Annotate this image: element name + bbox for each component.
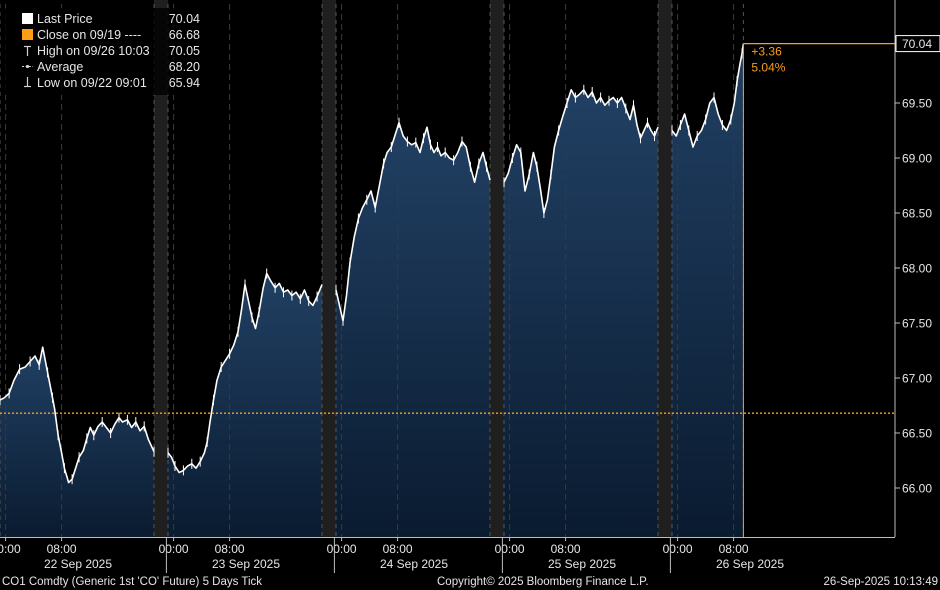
price-area-session (504, 89, 658, 538)
price-line-session (0, 346, 155, 484)
price-area-session (168, 273, 322, 537)
legend-value: 70.04 (168, 12, 200, 26)
off-hours-shade (154, 0, 168, 537)
x-day-label: 23 Sep 2025 (212, 557, 280, 571)
x-day-label: 24 Sep 2025 (380, 557, 448, 571)
x-tick-label: 00:00 (159, 542, 189, 556)
x-tick-label: 08:00 (47, 542, 77, 556)
y-tick-label: 66.50 (902, 427, 932, 441)
off-hours-shade (658, 0, 672, 537)
x-tick-label: 08:00 (383, 542, 413, 556)
legend-label: Low on 09/22 09:01 (37, 76, 147, 90)
legend-value: 68.20 (168, 60, 200, 74)
x-day-label: 22 Sep 2025 (44, 557, 112, 571)
y-tick-label: 69.50 (902, 97, 932, 111)
price-change-value: +3.36 (751, 45, 782, 59)
y-tick-label: 70.04 (902, 37, 932, 51)
footer-copyright: Copyright© 2025 Bloomberg Finance L.P. (437, 576, 649, 588)
price-area-session (0, 347, 154, 537)
filled-square-icon (22, 29, 33, 40)
footer-timestamp: 26-Sep-2025 10:13:49 (823, 576, 938, 588)
chart-legend: Last Price 70.04 Close on 09/19 ---- 66.… (4, 8, 202, 95)
legend-item-last-price: Last Price 70.04 (4, 11, 202, 27)
x-tick-label: 00:00 (0, 542, 21, 556)
x-tick-label: 08:00 (215, 542, 245, 556)
legend-item-close: Close on 09/19 ---- 66.68 (4, 27, 202, 43)
y-tick-label: 66.00 (902, 482, 932, 496)
legend-label: High on 09/26 10:03 (37, 44, 150, 58)
legend-value: 65.94 (168, 76, 200, 90)
x-tick-label: 00:00 (663, 542, 693, 556)
x-tick-label: 08:00 (719, 542, 749, 556)
price-area-session (336, 122, 490, 538)
x-axis-panel (0, 537, 940, 590)
x-tick-label: 00:00 (495, 542, 525, 556)
y-tick-label: 67.00 (902, 372, 932, 386)
high-marker-icon (24, 45, 31, 56)
legend-label: Close on 09/19 ---- (37, 28, 142, 42)
legend-item-low: Low on 09/22 09:01 65.94 (4, 75, 202, 91)
low-marker-icon (24, 77, 31, 88)
price-line-session (503, 89, 659, 214)
off-hours-shade (490, 0, 504, 537)
legend-value: 66.68 (168, 28, 200, 42)
price-line-session (167, 272, 323, 474)
x-day-label: 26 Sep 2025 (716, 557, 784, 571)
y-tick-label: 68.50 (902, 207, 932, 221)
price-change-percent: 5.04% (751, 61, 785, 75)
x-tick-label: 00:00 (327, 542, 357, 556)
y-axis-panel (895, 0, 940, 537)
y-tick-label: 68.00 (902, 262, 932, 276)
price-line-session (335, 122, 491, 322)
footer-ticker: CO1 Comdty (Generic 1st 'CO' Future) 5 D… (2, 576, 263, 588)
legend-value: 70.05 (168, 44, 200, 58)
x-tick-label: 08:00 (551, 542, 581, 556)
legend-label: Average (37, 60, 84, 74)
filled-square-icon (22, 13, 33, 24)
y-tick-label: 67.50 (902, 317, 932, 331)
x-day-label: 25 Sep 2025 (548, 557, 616, 571)
legend-label: Last Price (37, 12, 93, 26)
legend-item-high: High on 09/26 10:03 70.05 (4, 43, 202, 59)
average-marker-icon (22, 64, 33, 69)
last-price-tag (895, 35, 940, 53)
y-tick-label: 69.00 (902, 152, 932, 166)
off-hours-shade (322, 0, 336, 537)
legend-item-average: Average 68.20 (4, 59, 202, 75)
